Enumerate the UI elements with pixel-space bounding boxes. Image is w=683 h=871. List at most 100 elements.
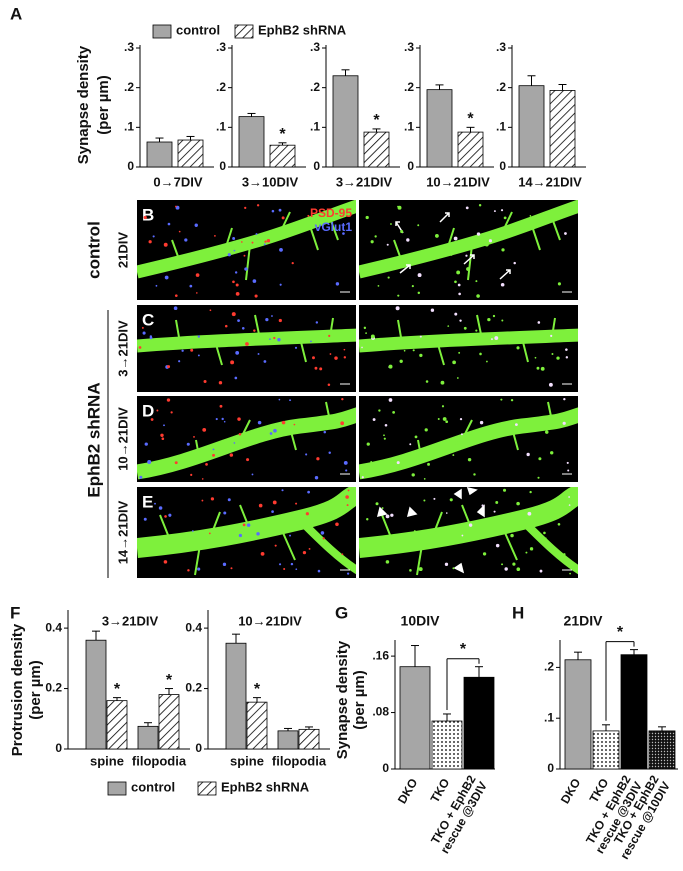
bar [363,131,390,168]
puncta [320,531,325,535]
x-category-label: spine [230,753,264,768]
puncta [403,349,406,352]
puncta [144,442,148,446]
error-bar [466,126,475,133]
panel-label: E [142,492,153,511]
puncta [335,282,340,286]
puncta [156,409,159,412]
puncta [158,506,163,510]
puncta [478,204,482,207]
puncta [504,567,508,571]
puncta [310,340,312,343]
error-bar [247,112,256,117]
puncta [251,241,254,244]
micrographs-merged [359,200,582,578]
bar [648,730,676,770]
puncta [383,437,386,440]
puncta [138,346,142,349]
bar [463,676,495,770]
puncta [440,380,445,385]
puncta [256,204,260,207]
puncta [495,543,500,548]
y-tick-label: .2 [544,660,554,674]
puncta [316,457,320,461]
puncta [445,512,448,514]
puncta [485,360,488,363]
puncta [491,431,495,436]
panel-label: A [10,4,22,23]
puncta [397,294,400,297]
puncta [238,433,242,436]
puncta [516,346,520,350]
puncta [540,366,545,371]
puncta [466,267,470,271]
puncta [193,436,195,438]
puncta [232,280,235,284]
error-bar [658,726,666,731]
puncta [437,418,440,421]
y-tick-label: .2 [124,80,134,94]
puncta [461,534,464,537]
puncta [302,550,307,555]
puncta [545,430,549,434]
puncta [536,366,540,370]
y-tick-label: 0 [195,741,202,755]
error-bar [92,630,100,641]
puncta [260,552,265,556]
puncta [534,356,537,359]
puncta [263,360,267,363]
comparison-bracket [605,641,635,721]
legend-swatch [152,24,172,39]
puncta [223,511,227,515]
puncta [256,532,260,536]
puncta [208,532,211,535]
puncta [271,209,275,213]
puncta [361,476,364,479]
puncta [229,453,234,457]
puncta [227,253,231,257]
error-bar [630,649,638,655]
puncta [234,271,238,274]
puncta [496,429,498,432]
puncta [430,308,435,312]
puncta [460,433,463,436]
puncta [454,312,458,316]
puncta [272,500,277,505]
puncta [525,551,528,554]
puncta [308,547,311,550]
puncta [161,437,165,441]
puncta [191,530,194,532]
puncta [164,515,167,518]
puncta [465,254,468,257]
y-tick-label: .3 [310,40,320,54]
puncta [343,460,348,465]
puncta [550,451,554,455]
bar [106,700,128,750]
puncta [237,319,240,323]
puncta [233,249,236,252]
puncta [203,380,207,384]
micrographs [137,200,356,578]
puncta [383,434,385,437]
puncta [253,329,256,332]
puncta [458,351,461,354]
puncta [314,366,318,370]
puncta [150,418,154,421]
puncta [322,537,325,540]
puncta [543,531,546,535]
puncta [242,523,246,527]
puncta [409,443,412,446]
significance: * [166,672,173,689]
puncta [503,216,507,220]
y-tick-label: .3 [124,40,134,54]
puncta [281,489,284,492]
puncta [196,292,198,294]
puncta [463,326,467,330]
x-category-label: 10→21DIV [426,174,490,189]
puncta [510,533,514,538]
puncta [315,321,319,324]
puncta [345,495,349,499]
y-tick-label: .16 [372,648,389,662]
puncta [500,209,504,212]
puncta [445,420,449,424]
